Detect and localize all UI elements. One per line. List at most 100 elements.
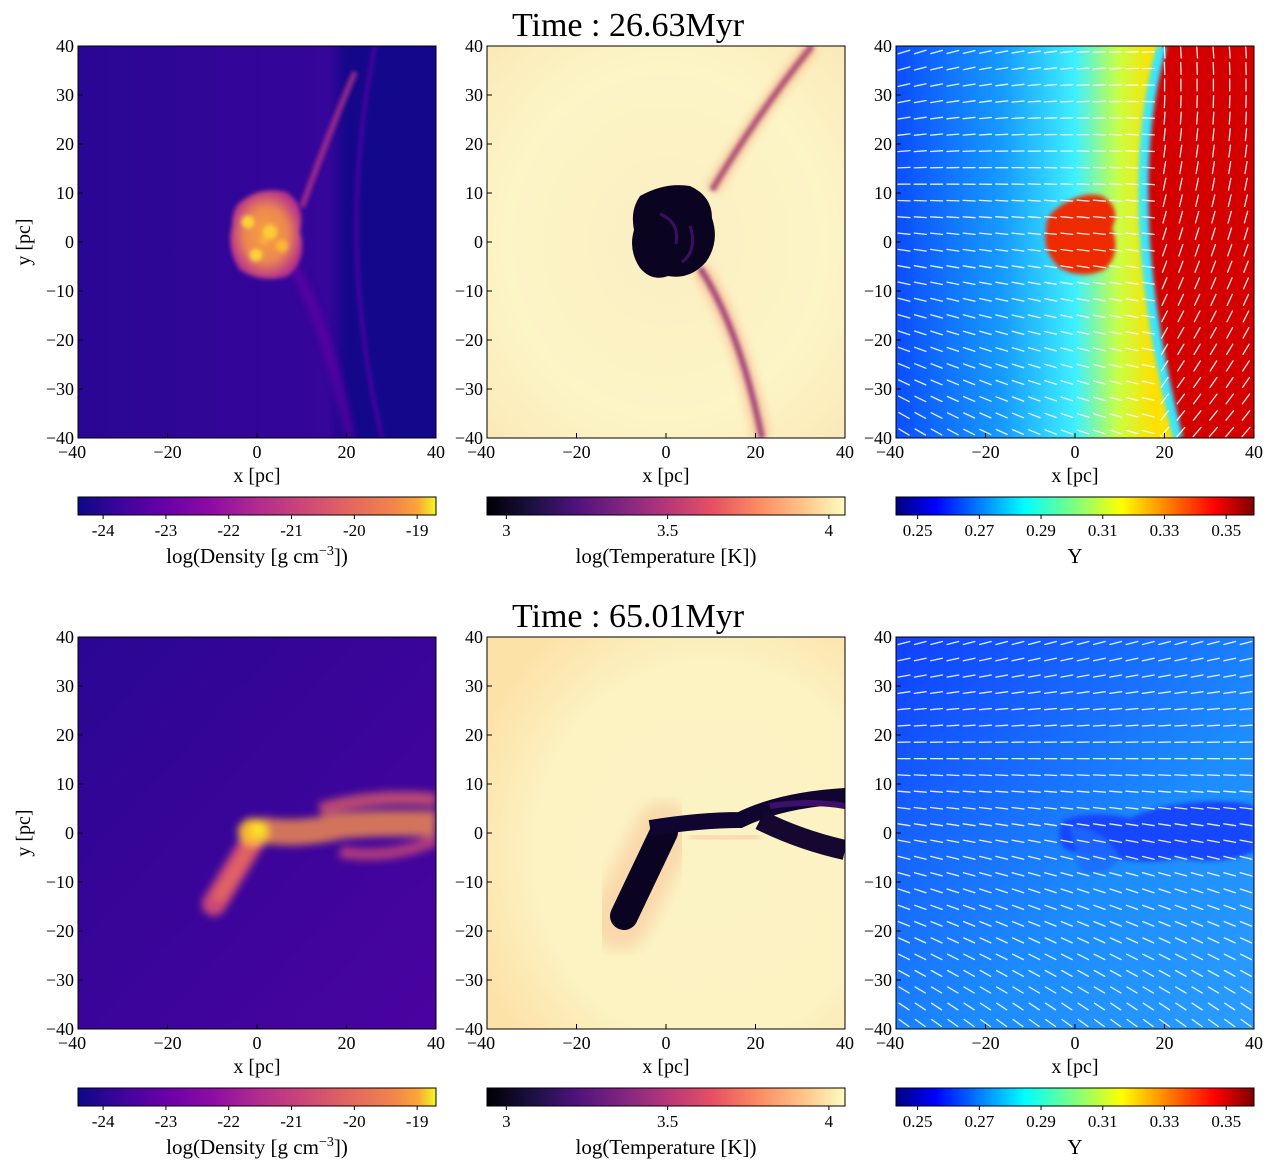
colorbar-tick-label: -21 [280, 521, 303, 540]
y-tick-label: 20 [56, 725, 74, 745]
velocity-vector [1157, 707, 1172, 711]
velocity-vector [1028, 904, 1041, 911]
velocity-vector [1125, 347, 1139, 352]
velocity-vector [1228, 127, 1231, 142]
velocity-vector [946, 297, 960, 302]
x-tick-label: 20 [1156, 1033, 1174, 1053]
velocity-vector [1093, 413, 1106, 418]
velocity-vector [1011, 872, 1025, 877]
velocity-vector [1011, 330, 1025, 336]
velocity-vector [898, 1002, 910, 1011]
velocity-vector [947, 986, 959, 994]
velocity-vector [1060, 839, 1074, 844]
velocity-vector [1027, 248, 1041, 252]
velocity-vector [1027, 872, 1041, 877]
velocity-vector [897, 937, 911, 944]
velocity-vector [1239, 872, 1253, 877]
velocity-vector [897, 657, 911, 662]
velocity-vector [1092, 215, 1107, 219]
y-tick-label: −20 [46, 330, 74, 350]
velocity-vector [1043, 83, 1058, 87]
velocity-vector [946, 937, 959, 944]
velocity-vector [1244, 177, 1248, 191]
velocity-vector [1141, 691, 1155, 695]
panel-axes-0: −40 −20 0 20 40 −40 −30 −20 −10 0 10 20 30 40 x [pc] y … [13, 36, 445, 487]
velocity-vector [1044, 904, 1057, 911]
velocity-vector [1223, 790, 1237, 793]
velocity-vector [995, 904, 1008, 911]
velocity-vector [1011, 855, 1025, 860]
velocity-vector [979, 986, 992, 994]
velocity-vector [1060, 83, 1074, 87]
velocity-vector [1223, 823, 1237, 827]
velocity-vector [930, 66, 944, 71]
velocity-vector [946, 904, 960, 911]
colorbar-tick-label: -19 [406, 521, 429, 540]
velocity-vector [1141, 790, 1155, 793]
velocity-vector [930, 330, 943, 336]
x-tick-label: −20 [971, 442, 999, 462]
velocity-vector [1206, 823, 1221, 827]
velocity-vector [1226, 310, 1234, 323]
velocity-vector [1092, 839, 1106, 844]
velocity-vector [1109, 806, 1123, 810]
velocity-vector [897, 674, 911, 678]
velocity-vector [1125, 380, 1139, 385]
velocity-vector [1109, 839, 1123, 844]
velocity-vector [962, 823, 976, 827]
velocity-vector [1160, 343, 1169, 356]
velocity-vector [1076, 904, 1090, 911]
velocity-vector [1109, 724, 1123, 727]
velocity-vector [946, 216, 960, 219]
velocity-vector [1109, 298, 1123, 302]
velocity-vector [1157, 806, 1172, 810]
velocity-vector [1174, 839, 1188, 844]
velocity-vector [1244, 127, 1248, 142]
y-tick-label: 40 [465, 36, 483, 56]
velocity-vector [1125, 872, 1139, 877]
velocity-vector [1093, 888, 1106, 894]
velocity-vector [947, 1018, 959, 1028]
velocity-vector [995, 953, 1008, 961]
x-tick-label: −40 [58, 442, 86, 462]
velocity-vector [1158, 872, 1171, 877]
velocity-vector [1011, 412, 1025, 419]
velocity-vector [1076, 412, 1090, 418]
velocity-vector [1174, 674, 1188, 678]
velocity-vector [1163, 144, 1167, 158]
velocity-vector [962, 790, 976, 793]
colorbar-tick-label: -22 [217, 1112, 240, 1131]
velocity-vector [946, 66, 960, 71]
velocity-vector [897, 297, 911, 302]
panel-axes-3: −40 −20 0 20 40 −40 −30 −20 −10 0 10 20 30 40 x [pc] y … [13, 627, 445, 1078]
velocity-vector [1044, 855, 1058, 860]
velocity-vector [978, 691, 993, 695]
vector-field-top [897, 46, 1251, 438]
velocity-vector [1011, 724, 1025, 727]
velocity-vector [1158, 657, 1172, 662]
x-tick-label: 20 [747, 1033, 765, 1053]
y-axis-label: y [pc] [13, 218, 35, 265]
velocity-vector [995, 347, 1009, 352]
velocity-vector [995, 248, 1009, 252]
velocity-vector [1242, 360, 1250, 372]
velocity-vector [1227, 243, 1233, 257]
colorbar-temperature-bottom: 3 3.5 4 log(Temperature [K]) [486, 1087, 846, 1159]
colorbar-label: log(Temperature [K]) [575, 544, 756, 568]
velocity-vector [930, 1002, 943, 1011]
velocity-vector [1125, 166, 1139, 169]
velocity-vector [1226, 277, 1233, 290]
velocity-vector [1060, 347, 1074, 352]
velocity-vector [995, 640, 1009, 646]
velocity-vector [1077, 986, 1089, 994]
velocity-vector [1225, 360, 1234, 372]
y-tick-label: −10 [46, 872, 74, 892]
velocity-vector [1043, 774, 1058, 777]
velocity-vector [1239, 937, 1253, 944]
velocity-vector [1240, 969, 1252, 977]
velocity-vector [1043, 806, 1058, 810]
velocity-vector [1125, 790, 1139, 793]
velocity-vector [1223, 724, 1237, 727]
velocity-vector [1209, 376, 1218, 389]
velocity-vector [1228, 111, 1231, 125]
